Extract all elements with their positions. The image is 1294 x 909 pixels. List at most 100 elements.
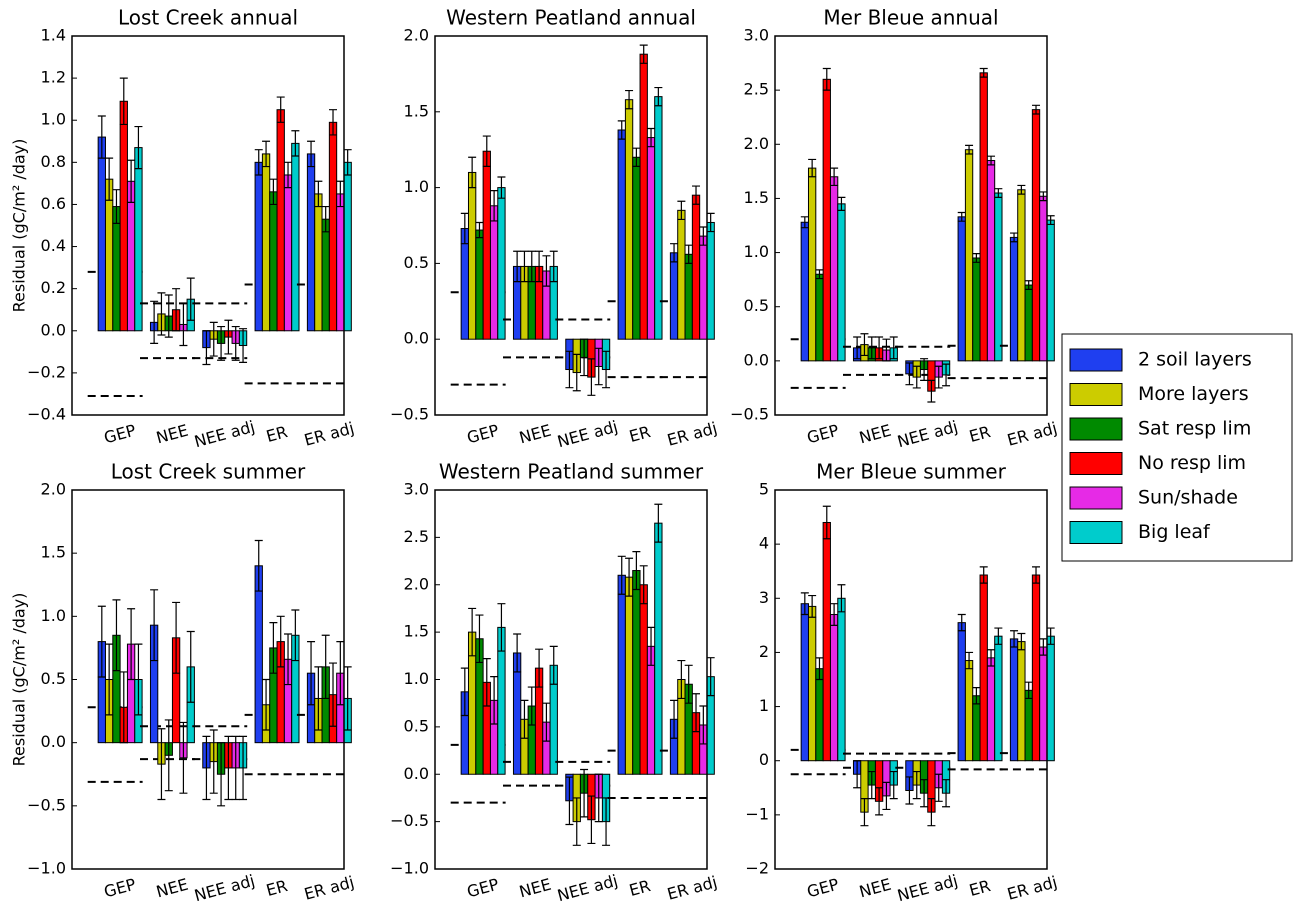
- error-bar: [875, 787, 884, 816]
- bar: [807, 167, 817, 362]
- error-bar: [808, 594, 817, 618]
- bar: [617, 574, 626, 775]
- error-bar: [520, 250, 529, 283]
- chart-title: Western Peatland annual: [446, 6, 696, 30]
- bar: [669, 252, 679, 340]
- axes-frame: [434, 489, 708, 870]
- bar: [986, 657, 996, 762]
- error-bar: [513, 633, 522, 673]
- error-bar: [460, 667, 469, 717]
- y-tick-label: 1.0: [41, 110, 66, 129]
- error-bar: [994, 627, 1003, 645]
- chart-title: Lost Creek summer: [111, 460, 306, 484]
- y-tick-label: 2.0: [744, 134, 769, 153]
- y-tick-label: −1.0: [27, 859, 66, 878]
- error-bar: [853, 336, 862, 360]
- error-bar: [321, 205, 330, 233]
- bar: [343, 161, 352, 332]
- error-bar: [1010, 630, 1019, 648]
- error-bar: [231, 325, 240, 361]
- y-tick-label: 0.0: [41, 732, 66, 751]
- error-bar: [127, 159, 136, 203]
- error-bar: [572, 797, 581, 846]
- error-bar: [860, 798, 869, 827]
- error-bar: [336, 641, 345, 706]
- error-bar: [815, 657, 824, 681]
- error-bar: [269, 622, 278, 674]
- error-bar: [527, 686, 536, 726]
- error-bar: [231, 735, 240, 801]
- bar: [1024, 284, 1033, 362]
- error-bar: [314, 180, 323, 208]
- bar: [837, 597, 846, 762]
- x-tick-label: NEE: [154, 875, 190, 902]
- error-bar: [291, 130, 300, 157]
- error-bar: [314, 666, 323, 731]
- error-bar: [239, 328, 248, 363]
- y-tick-label: −0.5: [390, 811, 429, 830]
- error-bar: [157, 728, 166, 801]
- error-bar: [209, 729, 218, 794]
- x-tick-label: ER: [264, 422, 289, 446]
- x-tick-label: ER adj: [665, 418, 719, 449]
- error-bar: [934, 773, 943, 802]
- error-bar: [912, 770, 921, 800]
- error-bar: [800, 216, 809, 229]
- error-bar: [269, 178, 278, 206]
- bar: [972, 257, 981, 362]
- error-bar: [97, 115, 106, 159]
- error-bar: [112, 599, 121, 672]
- error-bar: [927, 379, 936, 403]
- axes-frame: [434, 35, 708, 416]
- x-tick-label: NEE adj: [555, 871, 620, 905]
- bar: [1031, 574, 1041, 762]
- legend-swatch: [1069, 486, 1123, 510]
- error-bar: [202, 735, 211, 801]
- bar: [815, 668, 824, 762]
- error-bar: [647, 626, 656, 666]
- legend-swatch: [1069, 521, 1123, 544]
- error-bar: [482, 135, 491, 167]
- bar: [482, 150, 491, 340]
- bar: [691, 194, 701, 340]
- error-bar: [497, 603, 506, 652]
- error-bar: [321, 634, 330, 700]
- y-tick-label: 0.0: [744, 350, 769, 369]
- error-bar: [513, 250, 522, 283]
- y-tick-label: 3: [759, 588, 769, 607]
- bar: [112, 206, 121, 332]
- axes-frame: [774, 489, 1048, 870]
- bar: [336, 193, 345, 332]
- error-bar: [1039, 191, 1048, 202]
- y-tick-label: 1.5: [41, 543, 66, 562]
- y-tick-label: −2: [745, 859, 769, 878]
- bar: [475, 229, 484, 340]
- x-tick-label: NEE: [517, 421, 553, 448]
- error-bar: [654, 86, 663, 107]
- error-bar: [535, 250, 544, 283]
- error-bar: [692, 693, 701, 733]
- x-tick-label: ER adj: [1005, 418, 1059, 449]
- error-bar: [105, 643, 114, 716]
- x-tick-label: ER: [967, 876, 992, 900]
- bar: [800, 603, 809, 762]
- error-bar: [632, 550, 641, 591]
- error-bar: [594, 347, 603, 386]
- error-bar: [217, 325, 226, 361]
- x-tick-label: GEP: [102, 875, 138, 902]
- legend-label: Sun/shade: [1138, 487, 1238, 509]
- bar: [654, 96, 663, 340]
- bar: [269, 191, 278, 332]
- bar: [706, 221, 715, 340]
- bar: [617, 129, 626, 340]
- error-bar: [987, 155, 996, 166]
- error-bar: [186, 630, 195, 703]
- x-tick-label: GEP: [805, 421, 841, 448]
- x-tick-label: NEE adj: [192, 417, 257, 451]
- error-bar: [329, 109, 338, 136]
- y-tick-label: 2: [759, 642, 769, 661]
- x-tick-label: NEE: [517, 875, 553, 902]
- bar: [979, 72, 988, 362]
- y-tick-label: 4: [759, 534, 769, 553]
- y-tick-label: 0: [759, 750, 769, 769]
